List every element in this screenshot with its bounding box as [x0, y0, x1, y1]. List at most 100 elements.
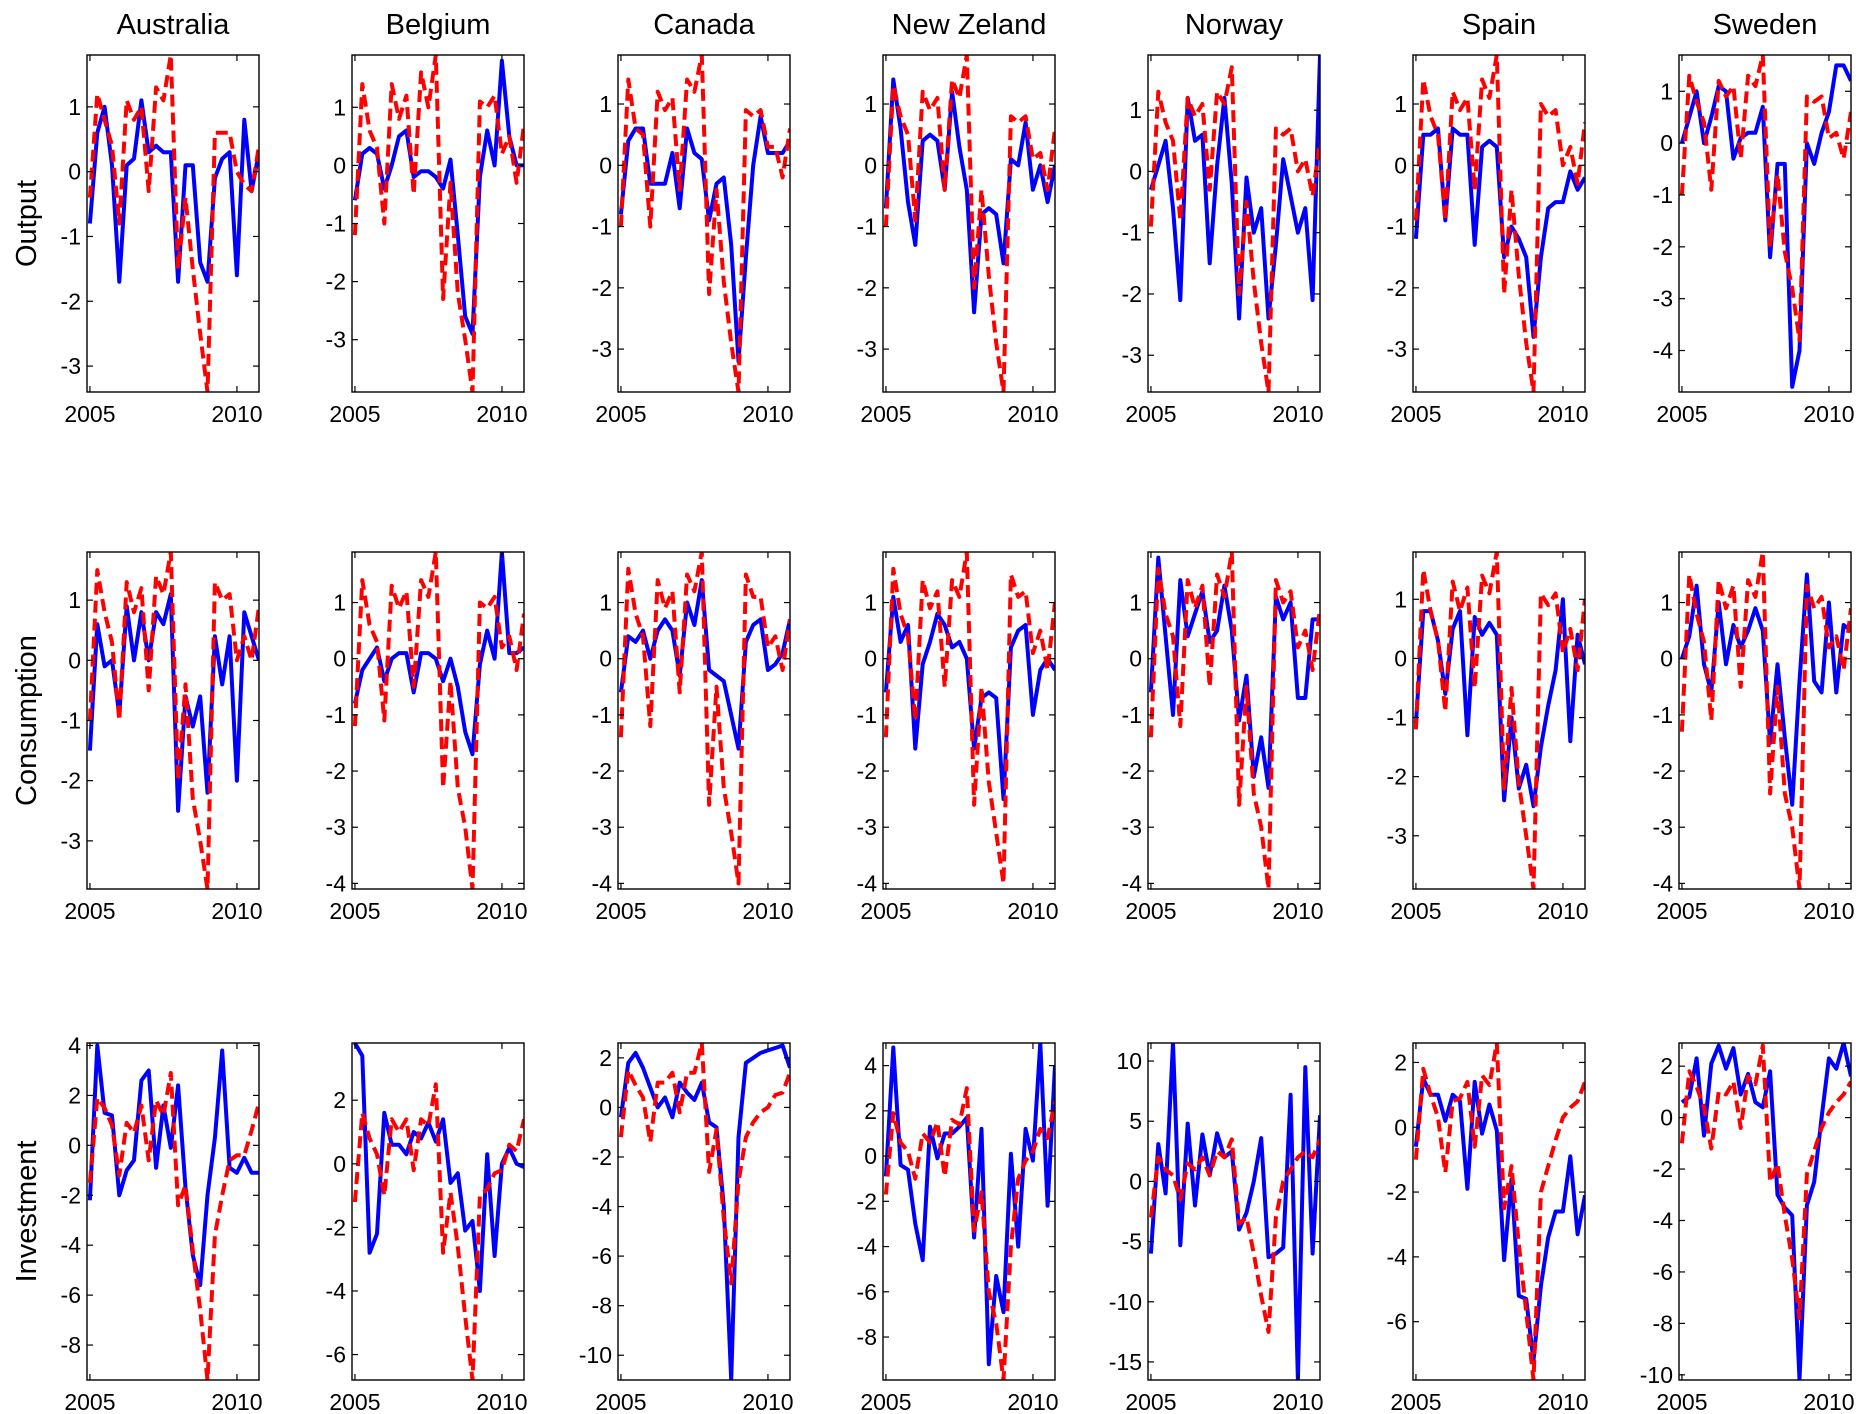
panel-belgium-consumption-xtick-label: 2010 — [476, 898, 527, 924]
column-title-belgium: Belgium — [386, 9, 491, 41]
panel-norway-consumption-ytick-label: -3 — [1122, 814, 1142, 840]
panel-sweden-consumption-ytick-label: 0 — [1660, 646, 1673, 672]
panel-spain-consumption-xtick-label: 2005 — [1390, 898, 1441, 924]
panel-new-zeland-output-ytick-label: -1 — [857, 214, 877, 240]
panel-norway-output-series-red — [1148, 65, 1320, 392]
panel-new-zeland-consumption-axes — [882, 551, 1056, 890]
panel-canada-investment-ytick-label: -4 — [592, 1194, 613, 1220]
panel-canada-output-ytick-label: -1 — [592, 214, 612, 240]
panel-sweden-investment-ytick-label: -4 — [1653, 1208, 1674, 1234]
panel-australia-output-ytick-label: 0 — [68, 159, 81, 185]
panel-new-zeland-output-xtick-label: 2005 — [860, 401, 911, 427]
panel-sweden-consumption-ytick-label: 1 — [1660, 590, 1673, 616]
panel-sweden-output-ytick-label: 1 — [1660, 78, 1673, 104]
panel-norway-output-ytick-label: -3 — [1122, 342, 1142, 368]
panel-australia-investment-ytick-label: 4 — [68, 1032, 81, 1058]
panel-new-zeland-investment-ytick-label: -4 — [857, 1234, 878, 1260]
panel-canada-output-xtick-label: 2005 — [595, 401, 646, 427]
panel-canada-investment-axes — [617, 1042, 791, 1381]
panel-australia-consumption-xtick-label: 2010 — [211, 898, 262, 924]
panel-norway-investment-xtick-label: 2005 — [1125, 1389, 1176, 1414]
panel-sweden-output-series-red — [1679, 55, 1851, 343]
panel-sweden-consumption-axes — [1678, 551, 1852, 890]
column-title-australia: Australia — [117, 9, 231, 41]
panel-spain-investment-xtick-label: 2010 — [1537, 1389, 1588, 1414]
panel-new-zeland-investment-series-red — [883, 1086, 1055, 1380]
panel-canada-consumption-ytick-label: 0 — [599, 646, 612, 672]
panel-new-zeland-investment-ytick-label: 4 — [864, 1053, 877, 1079]
panel-sweden-investment-xtick-label: 2005 — [1656, 1389, 1707, 1414]
row-label-output: Output — [11, 180, 43, 267]
panel-canada-investment-ytick-label: -6 — [592, 1243, 612, 1269]
panel-australia-investment-ytick-label: -2 — [61, 1182, 81, 1208]
panel-norway-investment-series-red — [1148, 1137, 1320, 1334]
column-title-sweden: Sweden — [1713, 9, 1818, 41]
panel-spain-consumption-ytick-label: -1 — [1387, 705, 1407, 731]
panel-norway-output-axes — [1147, 54, 1321, 393]
panel-new-zeland-consumption-ytick-label: 1 — [864, 590, 877, 616]
panel-spain-output-ytick-label: -3 — [1387, 336, 1407, 362]
panel-belgium-consumption-ytick-label: 1 — [333, 590, 346, 616]
panel-spain-consumption-series-red — [1413, 552, 1585, 889]
panel-australia-output-series-blue — [87, 98, 259, 284]
panel-new-zeland-consumption-ytick-label: -3 — [857, 814, 877, 840]
panel-spain-investment-ytick-label: -2 — [1387, 1179, 1407, 1205]
panel-canada-output-axes — [617, 54, 791, 393]
panel-belgium-investment-xtick-label: 2010 — [476, 1389, 527, 1414]
panel-norway-consumption-ytick-label: -4 — [1122, 870, 1143, 896]
panel-australia-consumption-ytick-label: -3 — [61, 828, 81, 854]
panel-new-zeland-investment-xtick-label: 2005 — [860, 1389, 911, 1414]
panel-canada-investment-series-red — [618, 1043, 790, 1286]
panel-norway-consumption-series-blue — [1148, 555, 1320, 790]
panel-australia-output-xtick-label: 2010 — [211, 401, 262, 427]
panel-spain-consumption-ytick-label: 1 — [1394, 586, 1407, 612]
panel-spain-consumption-axes — [1412, 551, 1586, 890]
panel-sweden-consumption-xtick-label: 2010 — [1803, 898, 1854, 924]
panel-sweden-consumption-ytick-label: -1 — [1653, 702, 1673, 728]
panel-australia-output-ytick-label: -1 — [61, 223, 81, 249]
panel-canada-investment-ytick-label: 0 — [599, 1094, 612, 1120]
panel-norway-investment-axes — [1147, 1042, 1321, 1381]
panel-norway-investment-xtick-label: 2010 — [1272, 1389, 1323, 1414]
panel-australia-investment-xtick-label: 2010 — [211, 1389, 262, 1414]
panel-norway-consumption-ytick-label: -1 — [1122, 702, 1142, 728]
panel-new-zeland-consumption-ytick-label: -2 — [857, 758, 877, 784]
panel-sweden-consumption-ytick-label: -4 — [1653, 870, 1674, 896]
panel-belgium-output-xtick-label: 2005 — [329, 401, 380, 427]
panel-spain-investment-axes — [1412, 1042, 1586, 1381]
panel-norway-investment-ytick-label: 0 — [1129, 1168, 1142, 1194]
panel-new-zeland-consumption-xtick-label: 2005 — [860, 898, 911, 924]
panel-spain-output-xtick-label: 2010 — [1537, 401, 1588, 427]
panel-spain-investment-ytick-label: 0 — [1394, 1114, 1407, 1140]
panel-new-zeland-output-xtick-label: 2010 — [1007, 401, 1058, 427]
panel-canada-output-ytick-label: 0 — [599, 152, 612, 178]
panel-australia-consumption-ytick-label: -1 — [61, 708, 81, 734]
panel-sweden-investment-ytick-label: 2 — [1660, 1053, 1673, 1079]
panel-spain-investment-ytick-label: -6 — [1387, 1309, 1407, 1335]
panel-canada-consumption-ytick-label: -2 — [592, 758, 612, 784]
panel-sweden-output-ytick-label: -3 — [1653, 286, 1673, 312]
panel-new-zeland-output-ytick-label: 0 — [864, 152, 877, 178]
panel-spain-output-ytick-label: -1 — [1387, 214, 1407, 240]
panel-australia-investment-xtick-label: 2005 — [64, 1389, 115, 1414]
panel-spain-output-ytick-label: -2 — [1387, 275, 1407, 301]
panel-belgium-investment-axes — [351, 1042, 525, 1381]
panel-belgium-consumption-ytick-label: 0 — [333, 646, 346, 672]
panel-belgium-investment-xtick-label: 2005 — [329, 1389, 380, 1414]
panel-norway-output-ytick-label: -2 — [1122, 281, 1142, 307]
panel-belgium-output-ytick-label: 0 — [333, 152, 346, 178]
panel-new-zeland-output-axes — [882, 54, 1056, 393]
panel-canada-investment-ytick-label: -10 — [579, 1342, 612, 1368]
panel-australia-consumption-series-red — [87, 552, 259, 889]
panel-sweden-output-ytick-label: 0 — [1660, 130, 1673, 156]
panel-new-zeland-investment-ytick-label: 0 — [864, 1143, 877, 1169]
panel-belgium-investment-series-red — [352, 1082, 524, 1380]
panel-belgium-output-series-blue — [352, 58, 524, 336]
panel-new-zeland-investment-axes — [882, 1042, 1056, 1381]
panel-canada-output-ytick-label: -3 — [592, 336, 612, 362]
panel-sweden-output-xtick-label: 2005 — [1656, 401, 1707, 427]
panel-canada-consumption-ytick-label: -4 — [592, 870, 613, 896]
panel-norway-investment-ytick-label: -10 — [1109, 1289, 1142, 1315]
panel-australia-investment-ytick-label: -4 — [61, 1232, 82, 1258]
panel-sweden-investment-ytick-label: -8 — [1653, 1310, 1673, 1336]
